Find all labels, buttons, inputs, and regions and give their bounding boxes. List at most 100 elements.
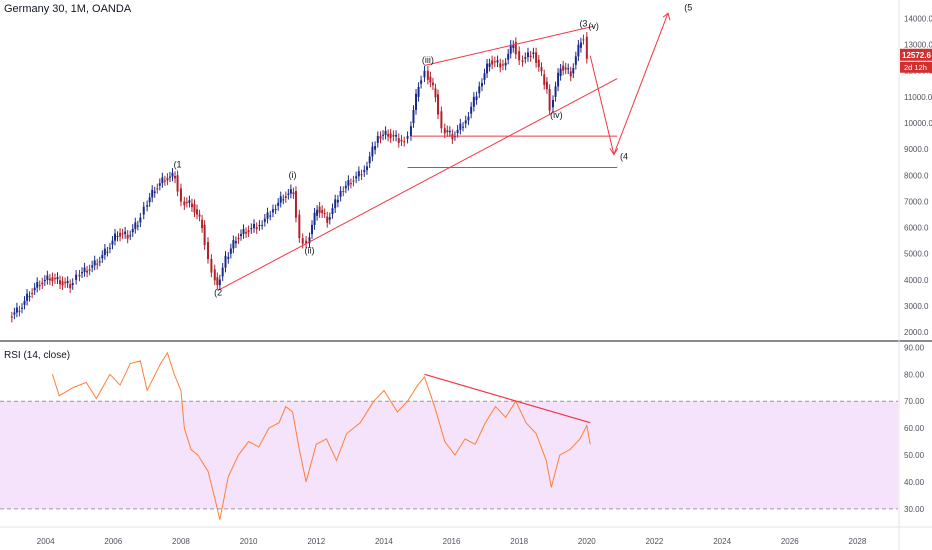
- candle-body: [360, 174, 363, 176]
- candle: [158, 178, 161, 191]
- candle-body: [540, 67, 543, 72]
- candle-body: [334, 199, 337, 209]
- candle-body: [472, 96, 475, 107]
- candle-body: [23, 300, 26, 305]
- candle: [41, 277, 44, 290]
- trend-line: [217, 78, 618, 291]
- candle: [124, 226, 127, 239]
- candle-body: [203, 224, 206, 246]
- candle: [93, 255, 96, 271]
- candle-body: [126, 234, 129, 239]
- candle-body: [344, 185, 347, 189]
- bar-countdown: 2d 12h: [904, 63, 927, 72]
- candle-body: [518, 51, 521, 61]
- candle: [323, 208, 326, 219]
- candle-body: [196, 209, 199, 215]
- candle-body: [224, 255, 227, 268]
- candle: [277, 198, 280, 211]
- candle-body: [305, 240, 308, 244]
- candle-body: [250, 228, 253, 230]
- candle: [271, 204, 274, 218]
- candle: [499, 58, 502, 73]
- candle-body: [567, 68, 570, 70]
- candle: [121, 228, 124, 239]
- candle-body: [279, 196, 282, 203]
- candle-body: [28, 296, 31, 298]
- candle-body: [274, 209, 277, 211]
- candle: [83, 262, 86, 277]
- projection-arrowhead-down: [609, 148, 619, 156]
- rsi-tick-label: 40.00: [904, 478, 925, 487]
- candle-body: [387, 134, 390, 137]
- candle: [518, 46, 521, 65]
- candle: [221, 262, 224, 282]
- wave-label: (iv): [550, 110, 563, 120]
- time-tick-label: 2018: [510, 537, 528, 546]
- candle: [61, 276, 64, 291]
- candle-body: [446, 130, 449, 133]
- candle: [196, 204, 199, 220]
- candle-body: [395, 135, 398, 137]
- candle: [148, 192, 151, 207]
- candle-body: [38, 285, 41, 287]
- candle-body: [61, 281, 64, 286]
- candle-body: [108, 247, 111, 249]
- candle: [156, 183, 159, 194]
- candle-body: [347, 180, 350, 186]
- candle-body: [423, 70, 426, 78]
- candle: [28, 291, 31, 302]
- candle: [318, 201, 321, 218]
- candle-body: [139, 217, 142, 223]
- candle-body: [493, 61, 496, 63]
- candle: [423, 66, 426, 82]
- candle-body: [242, 229, 245, 235]
- candle-body: [136, 225, 139, 227]
- candle-body: [193, 204, 196, 213]
- candle: [389, 128, 392, 143]
- wave-label: (iii): [422, 55, 434, 65]
- candle: [491, 55, 494, 70]
- candle-body: [255, 227, 258, 230]
- candle: [446, 125, 449, 137]
- candle: [26, 289, 29, 306]
- candle-body: [168, 176, 171, 178]
- candle: [552, 95, 555, 113]
- candle: [287, 188, 290, 200]
- candle: [38, 280, 41, 291]
- candle-body: [420, 80, 423, 84]
- price-tick-label: 6000.0: [904, 224, 929, 233]
- last-price-badge-bg: [900, 48, 932, 61]
- candle: [258, 220, 261, 231]
- candle: [451, 129, 454, 144]
- candle: [336, 195, 339, 208]
- candle-body: [101, 255, 104, 259]
- candle-body: [316, 209, 319, 216]
- candle-body: [221, 267, 224, 277]
- candle: [43, 275, 46, 286]
- time-tick-label: 2022: [646, 537, 664, 546]
- candle: [554, 81, 557, 102]
- candle-body: [569, 71, 572, 77]
- candle: [20, 303, 23, 314]
- candle-body: [368, 156, 371, 164]
- candle-body: [91, 265, 94, 268]
- candle-body: [237, 238, 240, 240]
- candle-body: [406, 136, 409, 139]
- candle: [334, 194, 337, 213]
- candle-body: [292, 192, 295, 195]
- candle-body: [331, 208, 334, 214]
- candle-body: [507, 53, 510, 60]
- candle-body: [190, 203, 193, 208]
- wave-label: (3: [579, 18, 587, 28]
- candle: [203, 220, 206, 250]
- wave-label: (v): [588, 21, 599, 31]
- candle: [218, 274, 221, 290]
- candle-body: [15, 307, 18, 313]
- candle: [384, 126, 387, 140]
- candle-body: [174, 175, 177, 179]
- candle: [409, 121, 412, 141]
- candle: [163, 175, 166, 186]
- candle: [577, 40, 580, 62]
